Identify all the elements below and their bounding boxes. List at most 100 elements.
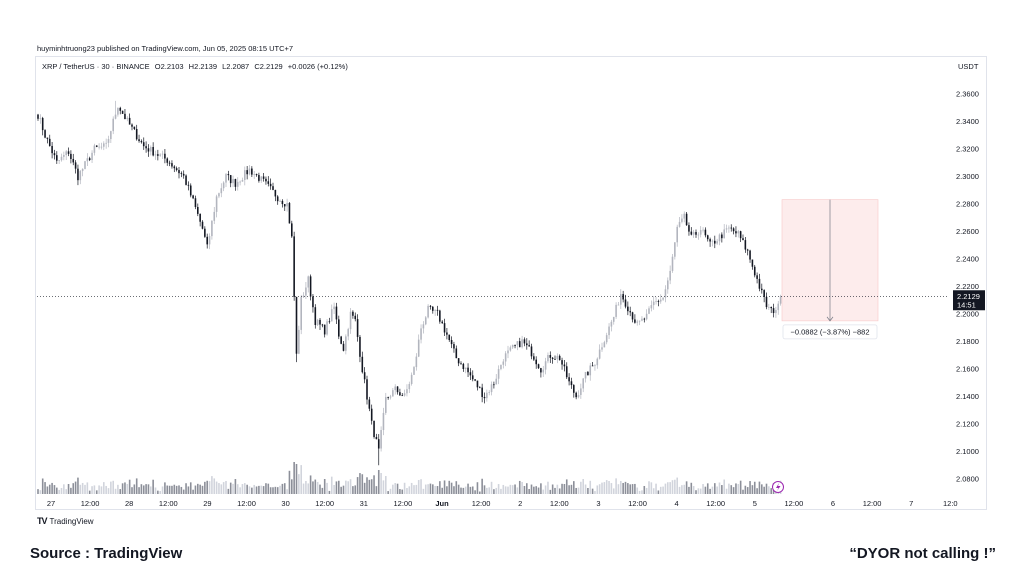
candle-body [697,234,700,236]
candle-body [678,221,681,227]
volume-bar [168,485,171,494]
volume-bar [147,484,150,494]
volume-bar [450,482,453,494]
volume-bar [509,484,512,494]
candle-body [291,223,293,237]
candle-body [333,306,335,310]
candle-body [549,355,552,358]
volume-bar [342,485,345,494]
volume-bar [70,487,72,494]
candle-body [770,306,772,309]
volume-bar [276,487,279,494]
candle-body [44,130,46,138]
candle-body [561,360,563,365]
volume-bar [690,482,693,494]
candle-body [126,117,129,120]
candle-body [103,143,105,147]
last-price-value: 2.2129 [957,292,980,301]
candle-body [199,213,201,222]
ohlc-close: C2.2129 [254,62,283,71]
volume-bar [570,484,573,494]
candle-body [587,371,589,376]
candle-body [716,241,718,244]
candle-body [382,412,385,431]
candle-body [246,170,248,175]
candle-body [424,317,427,325]
volume-bar [714,483,716,494]
volume-bar [154,487,157,494]
candle-body [434,309,436,311]
volume-bar [737,484,740,494]
candle-body [164,153,166,159]
volume-bar [718,482,721,494]
candle-body [544,361,547,370]
volume-bar [293,462,295,494]
price-axis[interactable]: 2.3600 2.3400 2.3200 2.3000 2.2800 2.2600 2.24… [956,90,979,484]
volume-bar [603,482,606,494]
volume-bar [591,488,594,494]
candle-body [152,147,154,156]
candle-body [652,301,655,306]
candle-body [511,344,514,348]
x-tick-label: 12:0 [943,499,958,508]
volume-bar [739,480,742,494]
chart-frame [35,56,987,510]
candle-body [422,324,425,329]
volume-bar [295,464,298,494]
volume-bar [326,482,328,494]
candle-body [450,339,453,345]
volume-bar [533,486,535,494]
volume-bar [356,477,359,494]
ohlc-high: H2.2139 [188,62,218,71]
candle-body [605,335,608,343]
volume-bar [152,479,154,494]
symbol-name[interactable]: XRP / TetherUS · 30 · BINANCE [42,62,150,71]
volume-bar [765,483,768,494]
candle-body [147,148,150,152]
volume-bar [476,482,479,494]
volume-bar [429,483,432,494]
last-price-label-bg [953,290,985,311]
volume-bar [467,483,469,494]
candle-body [417,339,420,357]
x-tick-label: 12:00 [785,499,804,508]
candle-body [464,367,467,370]
volume-bar [328,490,331,494]
candle-body [201,221,204,229]
alert-icon[interactable] [772,481,784,493]
volume-bar [474,490,476,494]
candlestick-series[interactable] [37,100,782,466]
candle-body [589,365,592,376]
candle-body [432,306,434,311]
y-tick-label: 2.1000 [956,447,979,456]
volume-bar [728,483,730,494]
volume-bar [667,482,669,494]
candle-body [286,203,288,207]
volume-bar [145,484,147,494]
candle-body [204,228,206,237]
volume-bar [610,483,613,494]
candle-body [469,372,472,376]
volume-bar [502,484,505,494]
candle-body [655,301,657,302]
volume-bar [641,490,643,494]
volume-bar [692,486,695,494]
volume-bar [573,481,575,494]
volume-bar [291,479,293,494]
candle-body [758,278,761,289]
volume-bar [251,487,253,494]
candle-body [335,306,338,320]
volume-bar [594,491,596,494]
volume-bar [178,485,180,494]
candle-body [359,336,361,357]
candle-body [667,280,669,290]
time-axis[interactable]: 27 12:00 28 12:00 29 12:00 30 12:00 31 12:00 Jun 12… [47,499,958,508]
candle-body [598,349,601,359]
candle-body [730,227,733,229]
x-tick-label: 12:00 [863,499,882,508]
volume-bar [455,481,458,494]
tradingview-brand: TV TradingView [37,516,94,526]
volume-bar [236,484,239,494]
measure-tool[interactable]: −0.0882 (−3.87%) −882 [781,199,879,340]
